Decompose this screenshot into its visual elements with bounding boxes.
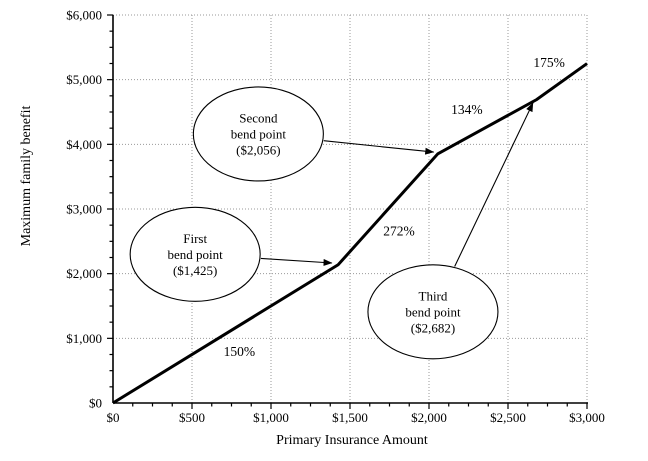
x-tick-label: $0 xyxy=(107,410,120,425)
y-axis-title: Maximum family benefit xyxy=(19,106,34,247)
y-tick-label: $5,000 xyxy=(66,72,102,87)
bend-point-callout-text: Third xyxy=(419,288,448,303)
x-tick-label: $2,000 xyxy=(411,410,447,425)
x-tick-label: $3,000 xyxy=(569,410,605,425)
annotation-arrow xyxy=(260,257,333,266)
y-tick-label: $4,000 xyxy=(66,137,102,152)
segment-rate-label: 150% xyxy=(224,344,256,359)
y-tick-label: $1,000 xyxy=(66,331,102,346)
y-tick-label: $3,000 xyxy=(66,202,102,217)
annotation-arrow xyxy=(323,140,435,155)
bend-point-callout-text: bend point xyxy=(168,247,224,262)
bend-point-callout-text: ($2,056) xyxy=(236,143,280,158)
segment-rate-label: 175% xyxy=(533,55,565,70)
axis-layer xyxy=(107,14,588,409)
bend-point-callout-text: First xyxy=(183,231,207,246)
y-tick-label: $0 xyxy=(89,396,102,411)
x-tick-label: $500 xyxy=(179,410,205,425)
annotation-arrow xyxy=(454,102,534,267)
segment-rate-label: 272% xyxy=(383,224,415,239)
benefit-line xyxy=(112,62,588,405)
x-tick-label: $2,500 xyxy=(490,410,526,425)
label-layer: $0 $500 $1,000 $1,500 $2,000 $2,500 $3,000 $0 $1… xyxy=(66,8,605,425)
bend-point-callout-text: bend point xyxy=(405,304,461,319)
bend-point-callout-text: ($1,425) xyxy=(173,263,217,278)
y-tick-label: $6,000 xyxy=(66,8,102,23)
y-tick-label: $2,000 xyxy=(66,266,102,281)
bend-point-callout-text: Second xyxy=(239,111,278,126)
x-axis-title: Primary Insurance Amount xyxy=(276,433,428,448)
x-tick-label: $1,500 xyxy=(332,410,368,425)
bend-point-callout-ellipse xyxy=(367,264,499,360)
bend-point-callout-text: bend point xyxy=(231,127,287,142)
x-tick-label: $1,000 xyxy=(253,410,289,425)
bend-point-callout-ellipse xyxy=(192,86,324,182)
segment-rate-label: 134% xyxy=(451,102,483,117)
bend-point-callout-text: ($2,682) xyxy=(411,320,455,335)
bend-point-callout-ellipse xyxy=(129,206,261,302)
series-layer xyxy=(112,62,588,405)
